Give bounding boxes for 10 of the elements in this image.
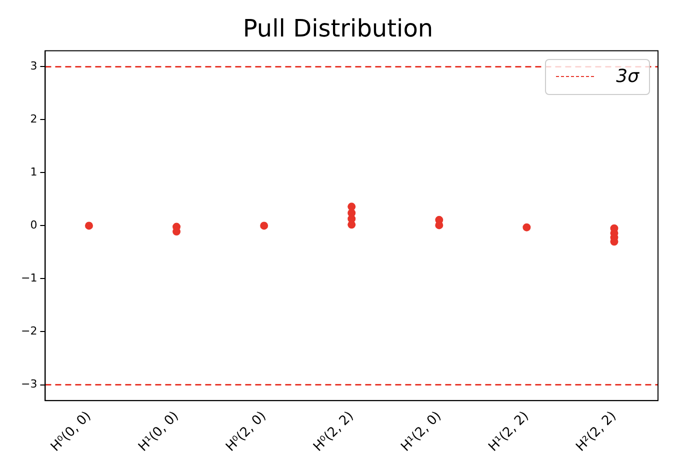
chart-title: Pull Distribution xyxy=(242,14,434,43)
ref-line-label: 3σ xyxy=(616,66,639,88)
y-tick-label: −3 xyxy=(20,378,38,391)
y-tick-label: 1 xyxy=(30,166,38,179)
y-tick-label: 2 xyxy=(30,112,38,126)
y-tick-label: 0 xyxy=(30,218,38,232)
y-tick-label: −1 xyxy=(20,272,38,285)
legend-box: 3σ xyxy=(545,58,650,95)
y-tick-label: 3 xyxy=(30,60,38,73)
y-tick-label: −2 xyxy=(20,324,38,338)
